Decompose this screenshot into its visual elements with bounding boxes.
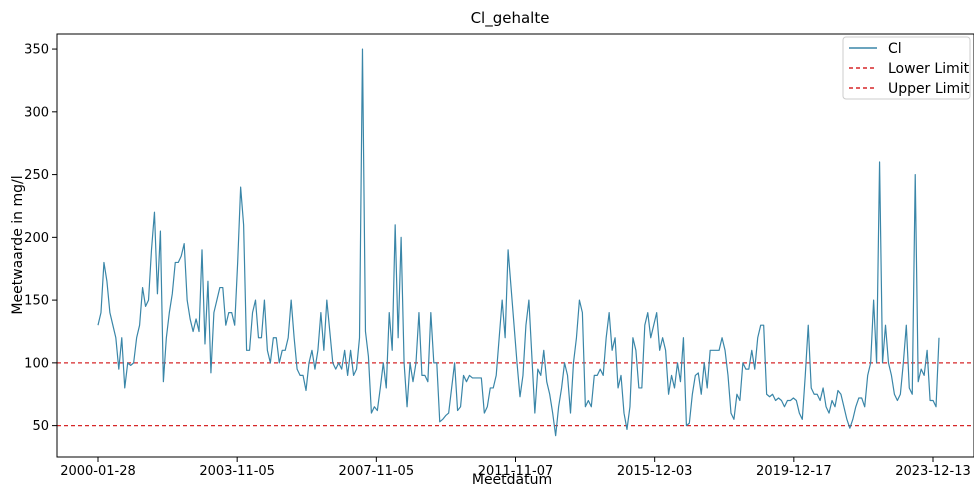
x-tick-label: 2007-11-05 xyxy=(339,464,415,479)
legend-label: Lower Limit xyxy=(888,61,970,77)
y-tick-label: 350 xyxy=(24,43,49,58)
y-tick-label: 100 xyxy=(24,356,49,371)
y-axis: 50 100 150 200 250 300 350 xyxy=(24,43,57,434)
series-line-cl xyxy=(97,48,940,437)
y-tick-label: 150 xyxy=(24,294,49,309)
x-tick-label: 2023-12-13 xyxy=(895,464,971,479)
y-tick-label: 300 xyxy=(24,105,49,120)
x-axis-label: Meetdatum xyxy=(472,472,552,488)
series-layer xyxy=(97,48,940,437)
x-axis: 2000-01-28 2003-11-05 2007-11-05 2011-11-07… xyxy=(60,457,971,479)
x-tick-label: 2015-12-03 xyxy=(617,464,693,479)
x-tick-label: 2003-11-05 xyxy=(199,464,275,479)
y-tick-label: 250 xyxy=(24,168,49,183)
limit-lines xyxy=(57,362,974,427)
legend-label: Upper Limit xyxy=(888,81,970,97)
legend-box xyxy=(842,36,971,100)
y-tick-label: 200 xyxy=(24,231,49,246)
chart-title: Cl_gehalte xyxy=(471,9,550,28)
x-tick-label: 2000-01-28 xyxy=(60,464,136,479)
legend: Cl Lower Limit Upper Limit xyxy=(842,36,971,100)
x-tick-label: 2011-11-07 xyxy=(478,464,554,479)
x-tick-label: 2019-12-17 xyxy=(756,464,832,479)
y-axis-label: Meetwaarde in mg/l xyxy=(10,175,26,314)
legend-label: Cl xyxy=(888,41,902,57)
y-tick-label: 50 xyxy=(32,419,49,434)
